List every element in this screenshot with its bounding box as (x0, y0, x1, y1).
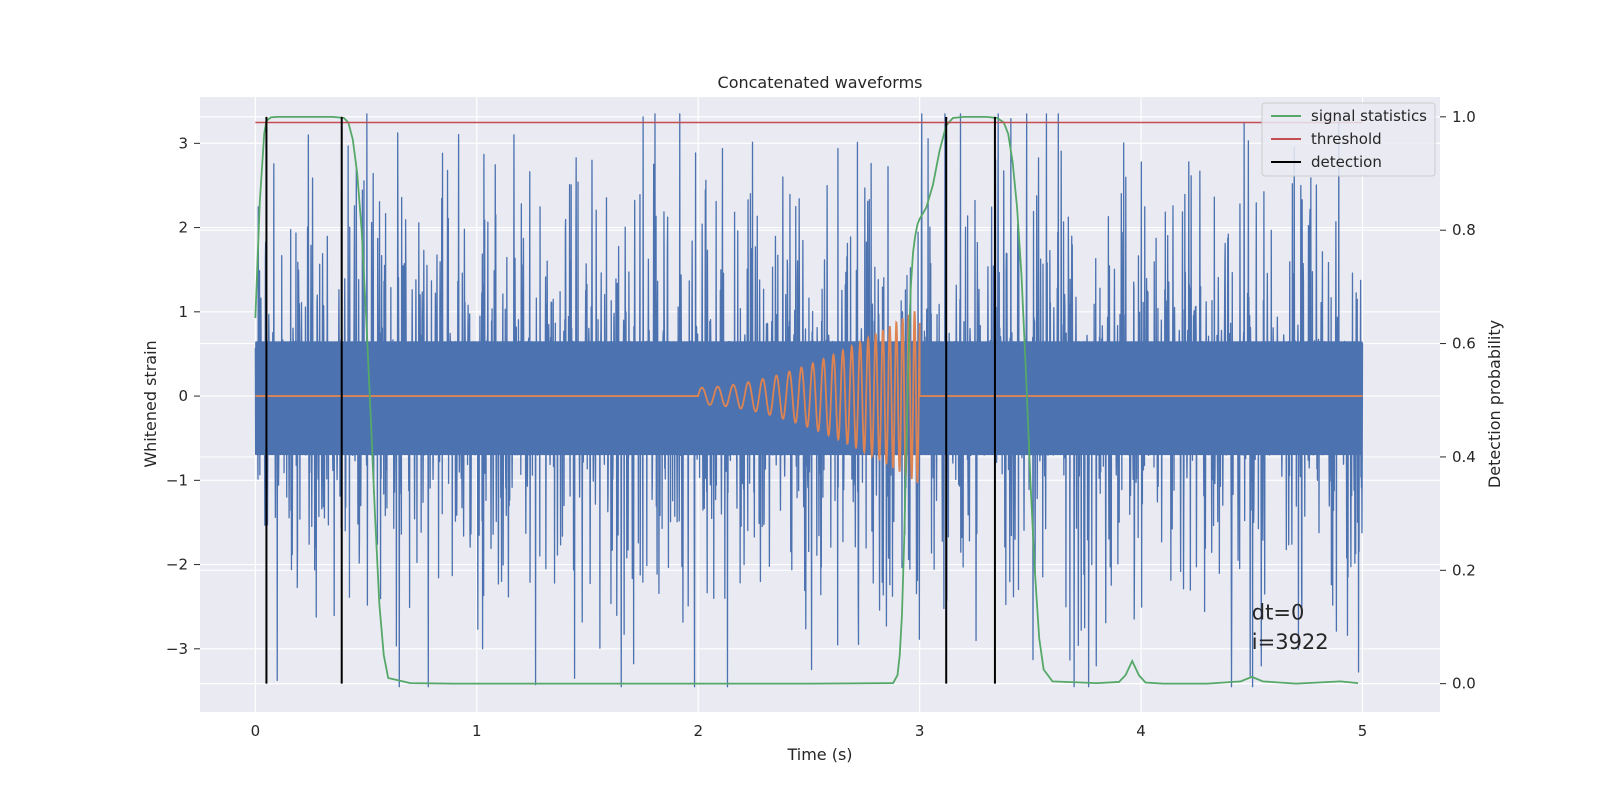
x-tick-label: 0 (251, 722, 261, 740)
y-tick-label: 1 (178, 303, 188, 321)
x-axis-ticks: 0 1 2 3 4 5 (251, 722, 1368, 740)
annotation-index: i=3922 (1252, 630, 1329, 654)
y-tick-label: 2 (178, 219, 188, 237)
x-tick-label: 1 (472, 722, 482, 740)
strain-series (254, 113, 1364, 688)
legend-label-signal-statistics: signal statistics (1311, 107, 1427, 125)
y-right-tick-label: 0.4 (1452, 448, 1476, 466)
signal-statistics-line (254, 115, 1359, 685)
y-axis-right-ticks: 0.0 0.2 0.4 0.6 0.8 1.0 (1440, 108, 1476, 693)
y-axis-ticks: −3 −2 −1 0 1 2 3 (166, 134, 200, 658)
y-axis-right-label: Detection probability (1485, 320, 1504, 488)
x-axis-label: Time (s) (786, 745, 852, 764)
x-tick-label: 5 (1358, 722, 1368, 740)
legend-label-detection: detection (1311, 153, 1382, 171)
annotation-dt: dt=0 (1252, 600, 1305, 624)
y-tick-label: −1 (166, 471, 188, 489)
y-axis-label: Whitened strain (141, 340, 160, 467)
x-tick-label: 4 (1136, 722, 1146, 740)
y-right-tick-label: 0.0 (1452, 675, 1476, 693)
x-tick-label: 3 (915, 722, 925, 740)
y-tick-label: 0 (178, 387, 188, 405)
y-right-tick-label: 0.8 (1452, 221, 1476, 239)
signal-statistics-series (254, 115, 1359, 685)
annotations: dt=0 i=3922 (1252, 600, 1329, 653)
y-right-tick-label: 0.6 (1452, 335, 1476, 353)
legend-box (1261, 102, 1436, 177)
chart-title: Concatenated waveforms (718, 73, 923, 92)
detection-series (265, 116, 996, 684)
y-tick-label: 3 (178, 134, 188, 152)
legend: signal statistics threshold detection (1261, 102, 1436, 177)
strain-dense-band (255, 341, 1363, 456)
y-tick-label: −2 (166, 556, 188, 574)
x-tick-label: 2 (693, 722, 703, 740)
template-series (255, 311, 1363, 484)
legend-label-threshold: threshold (1311, 130, 1382, 148)
y-right-tick-label: 0.2 (1452, 561, 1476, 579)
template-line (255, 311, 1363, 484)
y-right-tick-label: 1.0 (1452, 108, 1476, 126)
y-tick-label: −3 (166, 640, 188, 658)
